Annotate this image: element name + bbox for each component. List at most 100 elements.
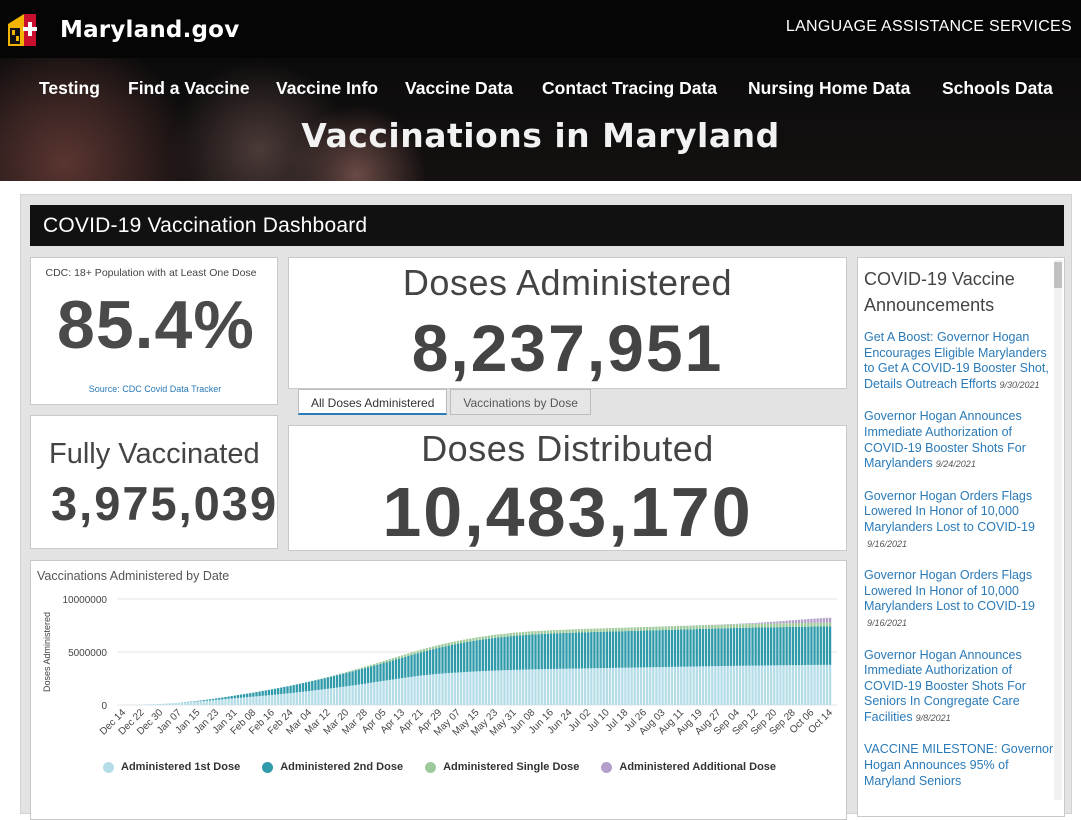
chart-bar-segment (792, 623, 794, 627)
chart-bar-segment (782, 621, 784, 623)
chart-bar-segment (271, 695, 273, 705)
chart-bar-segment (804, 623, 806, 627)
chart-bar-segment (193, 701, 195, 702)
chart-bar-segment (739, 666, 741, 705)
nav-testing[interactable]: Testing (39, 78, 100, 99)
nav-schools-data[interactable]: Schools Data (942, 78, 1053, 99)
chart-bar-segment (466, 639, 468, 642)
chart-bar-segment (240, 698, 242, 705)
tab-all-doses-administered[interactable]: All Doses Administered (298, 389, 447, 415)
legend-item-1st-dose[interactable]: Administered 1st Dose (103, 761, 240, 773)
legend-swatch (601, 762, 612, 773)
nav-find-a-vaccine[interactable]: Find a Vaccine (128, 78, 250, 99)
chart-bar-segment (674, 626, 676, 630)
y-tick-label: 0 (101, 701, 107, 712)
chart-bar-segment (661, 626, 663, 630)
legend-item-single-dose[interactable]: Administered Single Dose (425, 761, 579, 773)
chart-bar-segment (420, 652, 422, 675)
nav-contact-tracing-data[interactable]: Contact Tracing Data (542, 78, 717, 99)
chart-bar-segment (680, 630, 682, 667)
chart-bar-segment (469, 641, 471, 671)
chart-bar-segment (661, 667, 663, 705)
chart-bar-segment (429, 675, 431, 705)
chart-bar-segment (150, 704, 152, 705)
chart-bar-segment (568, 629, 570, 632)
chart-bar-segment (345, 673, 347, 686)
chart-bar-segment (395, 659, 397, 679)
chart-bar-segment (528, 635, 530, 670)
announcement-item[interactable]: Get A Boost: Governor Hogan Encourages E… (864, 330, 1054, 393)
legend-item-additional-dose[interactable]: Administered Additional Dose (601, 761, 776, 773)
tab-vaccinations-by-dose[interactable]: Vaccinations by Dose (450, 389, 591, 415)
chart-bar-segment (249, 697, 251, 705)
nav-vaccine-info[interactable]: Vaccine Info (276, 78, 378, 99)
chart-bar-segment (736, 628, 738, 666)
chart-bar-segment (652, 627, 654, 631)
chart-bar-segment (624, 631, 626, 668)
chart-bar-segment (640, 667, 642, 705)
chart-bar-segment (379, 664, 381, 681)
chart-bar-segment (320, 690, 322, 705)
chart-bar-segment (513, 636, 515, 670)
nav-nursing-home-data[interactable]: Nursing Home Data (748, 78, 910, 99)
announcement-link[interactable]: VACCINE MILESTONE: Governor Hogan Announ… (864, 742, 1053, 787)
chart-bar-segment (448, 646, 450, 674)
announcement-link[interactable]: Governor Hogan Orders Flags Lowered In H… (864, 568, 1035, 613)
chart-bar-segment (215, 700, 217, 705)
chart-bar-segment (708, 629, 710, 667)
chart-bar-segment (376, 682, 378, 705)
chart-bar-segment (460, 643, 462, 672)
doses-distributed-panel: Doses Distributed 10,483,170 (288, 425, 847, 551)
cdc-panel-value: 85.4% (57, 286, 255, 364)
site-logo[interactable]: Maryland.gov (6, 12, 239, 48)
language-assistance-link[interactable]: LANGUAGE ASSISTANCE SERVICES (786, 18, 1072, 36)
chart-bar-segment (466, 642, 468, 672)
chart-bar-segment (789, 620, 791, 623)
announcements-scrollbar[interactable] (1054, 260, 1062, 800)
chart-bar-segment (609, 628, 611, 631)
legend-swatch (425, 762, 436, 773)
chart-bar-segment (401, 655, 403, 657)
legend-label: Administered 2nd Dose (280, 761, 403, 773)
chart-bar-segment (333, 676, 335, 688)
announcement-item[interactable]: VACCINE MILESTONE: Governor Hogan Announ… (864, 742, 1054, 789)
chart-bar-segment (795, 620, 797, 623)
chart-bar-segment (395, 679, 397, 705)
cdc-source-link[interactable]: Source: CDC Covid Data Tracker (31, 384, 278, 394)
nav-vaccine-data[interactable]: Vaccine Data (405, 78, 513, 99)
chart-bar-segment (410, 677, 412, 705)
chart-bar-segment (584, 629, 586, 632)
chart-bar-segment (603, 632, 605, 668)
scrollbar-thumb[interactable] (1054, 262, 1062, 288)
chart-bar-segment (761, 624, 763, 628)
chart-bar-segment (767, 627, 769, 665)
announcement-item[interactable]: Governor Hogan Announces Immediate Autho… (864, 409, 1054, 472)
chart-bar-segment (649, 667, 651, 705)
hero-banner: Testing Find a Vaccine Vaccine Info Vacc… (0, 58, 1081, 181)
chart-bar-segment (537, 634, 539, 669)
chart-bar-segment (475, 640, 477, 671)
chart-bar-segment (689, 629, 691, 666)
chart-bar-segment (500, 634, 502, 637)
chart-bar-segment (370, 683, 372, 705)
chart-bar-segment (488, 671, 490, 705)
chart-bar-segment (727, 666, 729, 705)
announcement-item[interactable]: Governor Hogan Orders Flags Lowered In H… (864, 568, 1054, 631)
chart-bar-segment (782, 627, 784, 665)
chart-bar-segment (314, 690, 316, 705)
announcement-link[interactable]: Governor Hogan Orders Flags Lowered In H… (864, 489, 1035, 534)
announcement-item[interactable]: Governor Hogan Announces Immediate Autho… (864, 648, 1054, 727)
announcement-item[interactable]: Governor Hogan Orders Flags Lowered In H… (864, 489, 1054, 552)
chart-bar-segment (212, 700, 214, 705)
chart-bar-segment (262, 696, 264, 705)
chart-bar-segment (696, 625, 698, 629)
legend-item-2nd-dose[interactable]: Administered 2nd Dose (262, 761, 403, 773)
chart-bar-segment (451, 642, 453, 645)
chart-bar-segment (441, 674, 443, 705)
chart-bar-segment (816, 665, 818, 705)
chart-bar-segment (606, 632, 608, 668)
chart-bar-segment (773, 627, 775, 665)
chart-bar-segment (692, 626, 694, 630)
chart-bar-segment (773, 665, 775, 705)
chart-bar-segment (705, 666, 707, 705)
